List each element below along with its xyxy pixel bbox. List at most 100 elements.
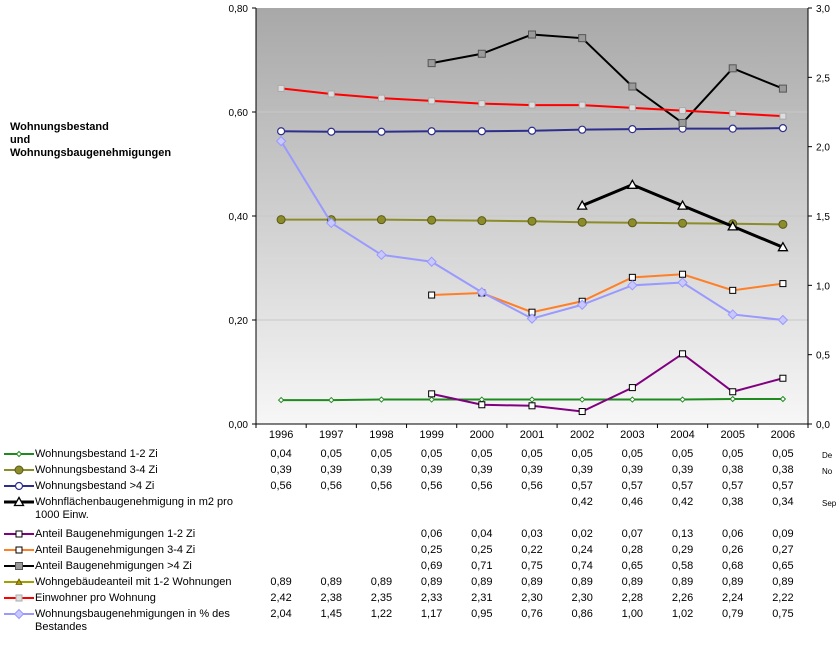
point	[528, 30, 536, 39]
point	[779, 395, 787, 403]
legend-key	[4, 450, 34, 458]
table-cell: 0,06	[420, 528, 443, 540]
left-tick-label: 0,80	[229, 4, 249, 15]
point	[578, 408, 586, 416]
x-tick-label: 2004	[670, 429, 694, 441]
chart-title: Wohnungsbestand und Wohnungsbaugenehmigu…	[10, 121, 172, 159]
table-cell: 0,38	[772, 464, 794, 476]
table-cell: 2,42	[270, 592, 292, 604]
table-cell: 0,39	[320, 464, 342, 476]
row-label: Einwohner pro Wohnung	[35, 592, 156, 604]
row-label: Wohnflächenbaugenehmigung in m2 pro 1000…	[35, 496, 233, 521]
point	[777, 241, 789, 252]
point	[13, 496, 25, 507]
table-cell: 0,22	[521, 544, 543, 556]
legend-key	[4, 496, 34, 507]
truncated-label: Sep	[822, 499, 837, 508]
x-tick-label: 2002	[570, 429, 594, 441]
table-cell: 0,39	[571, 464, 593, 476]
right-tick-label: 0,5	[816, 351, 830, 362]
series-9	[277, 84, 787, 120]
table-cell: 0,65	[621, 560, 644, 572]
point	[628, 273, 636, 281]
table-cell: 0,38	[722, 496, 744, 508]
table-cell: 0,56	[471, 480, 493, 492]
point	[426, 256, 437, 267]
table-cell: 0,56	[420, 480, 443, 492]
table-cell: 0,89	[722, 576, 744, 588]
table-cell: 0,57	[571, 480, 593, 492]
point	[626, 178, 638, 189]
point	[377, 94, 385, 102]
table-cell: 1,02	[671, 608, 694, 620]
legend-key	[4, 546, 34, 554]
table-cell: 0,89	[471, 576, 493, 588]
point	[578, 125, 587, 134]
table-cell: 1,22	[370, 608, 393, 620]
point	[527, 216, 537, 226]
table-cell: 2,24	[722, 592, 744, 604]
row-label: Wohnungsbestand 1-2 Zi	[35, 448, 158, 460]
left-tick-label: 0,20	[229, 316, 249, 327]
point	[628, 82, 637, 91]
point	[427, 59, 436, 68]
data-table: Wohnungsbestand 1-2 Zi 0,04 0,05 0,05 0,05 0,…	[0, 444, 839, 659]
table-cell: 0,76	[521, 608, 543, 620]
point	[327, 127, 336, 136]
point	[528, 396, 536, 403]
table-cell: 0,05	[471, 448, 493, 460]
table-cell: 0,39	[471, 464, 493, 476]
point	[476, 287, 488, 298]
table-cell: 2,35	[370, 592, 393, 604]
x-tick-label: 1997	[319, 429, 343, 441]
table-cell: 0,34	[772, 496, 794, 508]
right-tick-label: 2,0	[816, 143, 830, 154]
point	[528, 101, 536, 109]
table-cell: 0,38	[722, 464, 744, 476]
table-cell: 0,24	[571, 544, 593, 556]
point	[14, 465, 24, 475]
row-label: Anteil Baugenehmigungen 3-4 Zi	[35, 544, 196, 556]
table-cell: 0,39	[521, 464, 543, 476]
truncated-label: No	[822, 467, 833, 476]
point	[327, 90, 335, 98]
table-cell: 2,04	[270, 608, 292, 620]
table-cell: 0,56	[270, 480, 292, 492]
point	[728, 64, 737, 73]
point	[679, 396, 686, 403]
table-cell: 0,05	[772, 448, 794, 460]
point	[778, 84, 787, 93]
table-cell: 0,25	[471, 544, 493, 556]
point	[527, 126, 537, 135]
right-tick-label: 0,0	[816, 420, 830, 431]
table-cell: 0,39	[671, 464, 694, 476]
table-cell: 0,56	[320, 480, 342, 492]
left-tick-label: 0,60	[229, 108, 249, 119]
point	[728, 124, 737, 133]
table-cell: 0,03	[521, 528, 543, 540]
point	[428, 291, 436, 299]
point	[727, 220, 739, 231]
point	[277, 396, 285, 404]
series-10	[275, 135, 789, 326]
legend-key	[4, 481, 34, 491]
table-cell: 0,06	[722, 528, 744, 540]
point	[15, 450, 23, 458]
point	[778, 124, 788, 133]
point	[679, 270, 687, 278]
point	[777, 314, 789, 326]
x-tick-label: 2006	[771, 429, 795, 441]
table-cell: 2,30	[571, 592, 593, 604]
table-cell: 0,69	[420, 560, 443, 572]
point	[778, 219, 788, 229]
table-cell: 0,57	[722, 480, 744, 492]
point	[779, 112, 787, 120]
table-cell: 0,04	[471, 528, 493, 540]
point	[678, 218, 688, 228]
point	[729, 395, 736, 403]
point	[477, 49, 486, 58]
table-cell: 0,05	[671, 448, 694, 460]
series-3	[276, 124, 788, 136]
point	[729, 109, 737, 117]
point	[629, 396, 636, 403]
